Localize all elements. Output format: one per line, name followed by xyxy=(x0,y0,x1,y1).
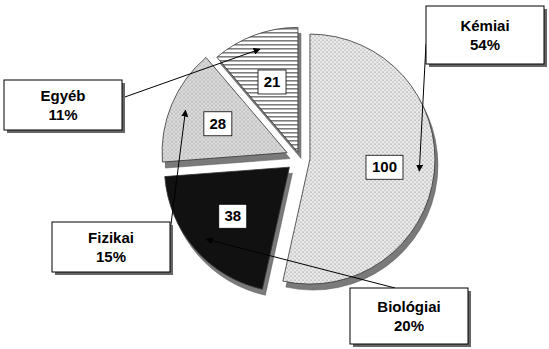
callout-arrow xyxy=(206,239,395,288)
percent-label: 20% xyxy=(394,317,424,334)
callout-arrow xyxy=(170,110,186,232)
chart: 100 38 28 21 Kémiai 54% Biológiai 20% Fizikai 15%… xyxy=(0,0,549,349)
category-label: Egyéb xyxy=(40,87,85,104)
data-label-box xyxy=(219,204,247,228)
callout-box xyxy=(350,288,468,344)
callout-arrow xyxy=(122,49,260,98)
data-label: 100 xyxy=(372,158,397,175)
data-label: 38 xyxy=(224,207,241,224)
pie: 100 38 28 21 xyxy=(162,27,438,295)
category-label: Biológiai xyxy=(377,298,440,315)
data-label-box xyxy=(258,70,286,94)
percent-label: 11% xyxy=(48,106,77,123)
data-label: 21 xyxy=(264,73,281,90)
callout-box xyxy=(426,6,544,64)
category-label: Fizikai xyxy=(88,229,134,246)
category-label: Kémiai xyxy=(460,17,509,34)
callout-arrow xyxy=(419,44,426,171)
callout-box xyxy=(52,222,170,272)
percent-label: 54% xyxy=(470,36,500,53)
data-label: 28 xyxy=(210,115,227,132)
data-label-box xyxy=(204,112,232,136)
slice xyxy=(165,167,290,289)
callouts: Kémiai 54% Biológiai 20% Fizikai 15% Egyéb 11% xyxy=(4,6,547,347)
percent-label: 15% xyxy=(96,248,126,265)
callout-box xyxy=(4,80,122,130)
slice xyxy=(283,34,435,284)
data-label-box xyxy=(366,155,403,179)
